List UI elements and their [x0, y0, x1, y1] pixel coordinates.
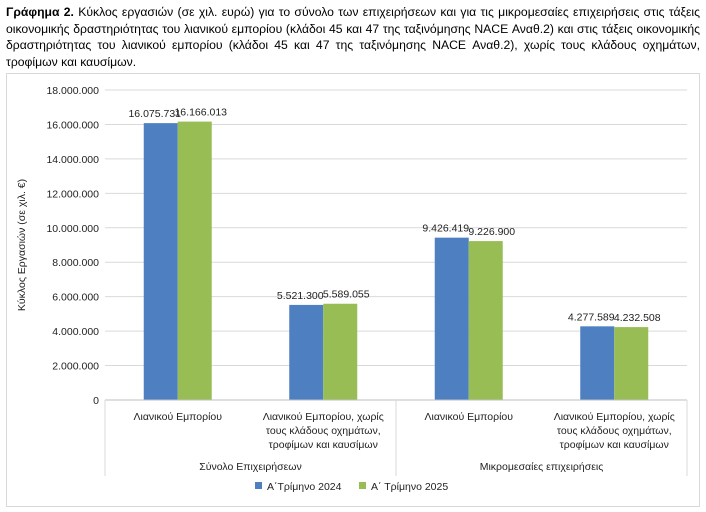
- bar: [323, 303, 358, 400]
- bar: [580, 326, 615, 400]
- bar: [289, 304, 324, 400]
- data-label: 9.426.419: [422, 223, 469, 235]
- bar: [143, 123, 178, 400]
- x-category-label: Λιανικού Εμπορίου: [134, 411, 223, 423]
- data-label: 4.277.589: [568, 311, 615, 323]
- group-label: Σύνολο Επιχειρήσεων: [199, 461, 302, 473]
- x-category-label: τους κλάδους οχημάτων,: [557, 425, 672, 437]
- y-tick-label: 16.000.000: [46, 119, 99, 131]
- data-label: 5.521.300: [277, 290, 324, 302]
- bar: [468, 241, 503, 400]
- y-tick-label: 12.000.000: [46, 188, 99, 200]
- legend-swatch: [359, 482, 366, 489]
- bar: [434, 237, 469, 400]
- chart-frame: 0 2.000.000 4.000.000 6.000.000 8.000.000 10.…: [6, 73, 700, 507]
- data-label: 16.075.731: [128, 108, 181, 120]
- caption-prefix: Γράφημα 2.: [6, 5, 74, 19]
- bar: [177, 121, 212, 400]
- legend-swatch: [255, 482, 262, 489]
- y-tick-label: 8.000.000: [52, 257, 99, 269]
- y-tick-label: 4.000.000: [52, 326, 99, 338]
- caption-text: Κύκλος εργασιών (σε χιλ. ευρώ) για το σύ…: [6, 5, 700, 69]
- y-axis-label: Κύκλος Εργασιών (σε χιλ. €): [16, 179, 28, 311]
- y-tick-label: 10.000.000: [46, 223, 99, 235]
- legend-label: Α΄Τρίμηνο 2024: [267, 481, 342, 493]
- bar-chart: 0 2.000.000 4.000.000 6.000.000 8.000.000 10.…: [16, 85, 688, 493]
- data-label: 16.166.013: [174, 107, 227, 119]
- x-category-label: τροφίμων και καυσίμων: [560, 439, 669, 451]
- y-tick-label: 14.000.000: [46, 154, 99, 166]
- x-category-label: τροφίμων και καυσίμων: [269, 439, 378, 451]
- x-category-label: Λιανικού Εμπορίου: [425, 411, 514, 423]
- x-category-label: Λιανικού Εμπορίου, χωρίς: [554, 411, 675, 423]
- x-category-label: Λιανικού Εμπορίου, χωρίς: [263, 411, 384, 423]
- data-label: 9.226.900: [468, 226, 515, 238]
- data-label: 5.589.055: [323, 289, 370, 301]
- y-tick-label: 6.000.000: [52, 292, 99, 304]
- y-tick-label: 18.000.000: [46, 85, 99, 97]
- y-tick-label: 0: [93, 395, 99, 407]
- data-label: 4.232.508: [614, 312, 661, 324]
- legend-label: Α΄ Τρίμηνο 2025: [371, 481, 448, 493]
- group-label: Μικρομεσαίες επιχειρήσεις: [480, 461, 604, 473]
- bar: [614, 327, 649, 400]
- chart-caption: Γράφημα 2. Κύκλος εργασιών (σε χιλ. ευρώ…: [6, 4, 700, 70]
- x-category-label: τους κλάδους οχημάτων,: [266, 425, 381, 437]
- y-tick-label: 2.000.000: [52, 361, 99, 373]
